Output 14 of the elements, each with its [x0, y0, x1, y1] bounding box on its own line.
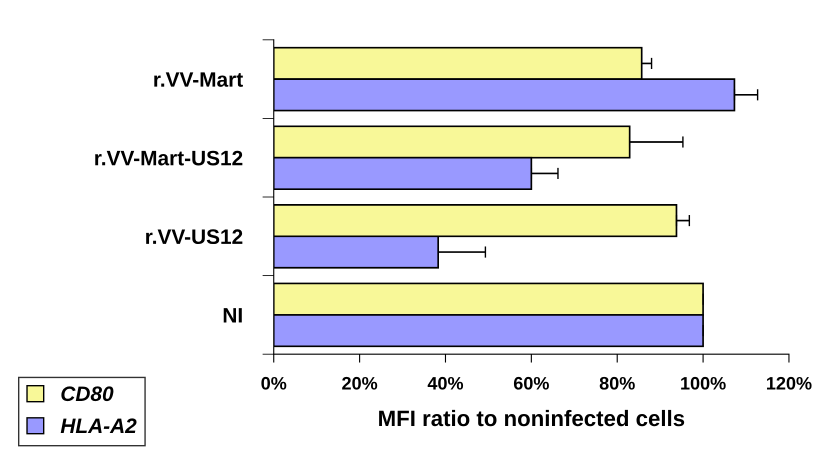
- y-tick-label: r.VV-Mart: [154, 72, 243, 87]
- legend-label: CD80: [61, 386, 114, 402]
- x-tick-label: 60%: [514, 376, 549, 390]
- y-tick-label: NI: [224, 308, 242, 322]
- x-tick-label: 80%: [600, 376, 635, 390]
- x-tick-label: 0%: [261, 376, 286, 390]
- y-tick-label: r.VV-Mart-US12: [95, 150, 242, 166]
- x-tick-label: 120%: [767, 376, 812, 390]
- x-tick-label: 20%: [342, 376, 378, 390]
- x-axis-title: MFI ratio to noninfected cells: [379, 410, 684, 426]
- x-tick-label: 100%: [681, 376, 726, 390]
- y-tick-label: r.VV-US12: [146, 229, 242, 244]
- legend-label: HLA-A2: [60, 418, 137, 433]
- x-tick-label: 40%: [428, 376, 464, 390]
